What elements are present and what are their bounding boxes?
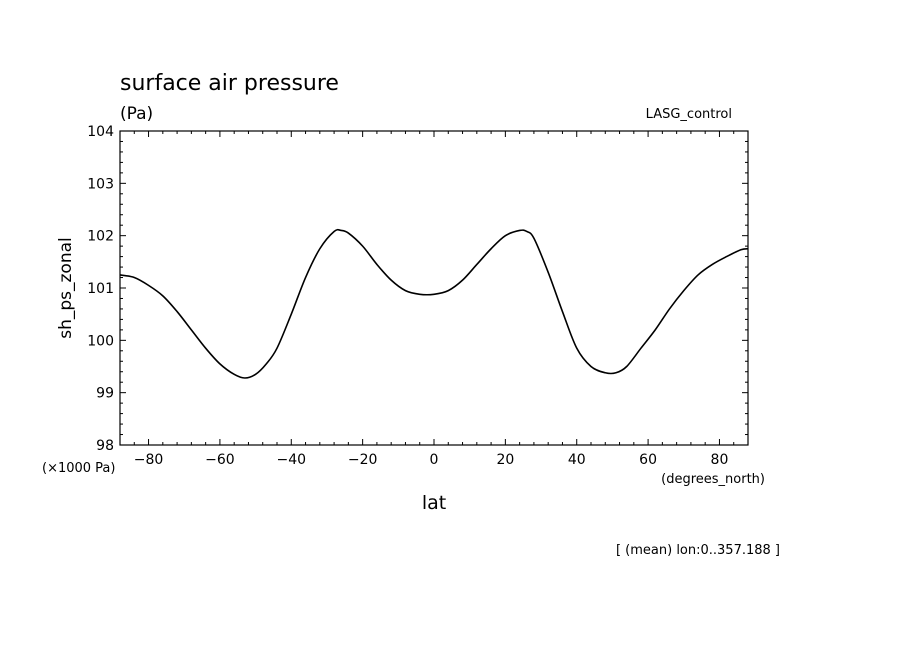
y-tick-label: 98 [96, 438, 114, 454]
y-tick-label: 102 [87, 229, 114, 245]
y-scale-note: (×1000 Pa) [42, 461, 115, 476]
y-tick-label: 99 [96, 386, 114, 402]
series-line [119, 228, 749, 379]
x-axis-ticks: −80 −60 −40 −20 0 20 40 60 80 [119, 131, 749, 468]
plot-frame [119, 130, 749, 446]
x-units: (degrees_north) [661, 472, 765, 487]
chart-title: surface air pressure [120, 71, 339, 96]
x-tick-label: 80 [711, 452, 729, 468]
y-tick-label: 101 [87, 281, 114, 297]
footnote: [ (mean) lon:0..357.188 ] [616, 543, 780, 558]
y-tick-label: 100 [87, 333, 114, 349]
x-tick-label: 20 [496, 452, 514, 468]
y-tick-label: 103 [87, 176, 114, 192]
dataset-label: LASG_control [646, 107, 732, 122]
x-tick-label: 0 [430, 452, 439, 468]
chart-units: (Pa) [120, 104, 153, 124]
x-tick-label: 60 [639, 452, 657, 468]
x-tick-label: 40 [568, 452, 586, 468]
y-tick-label: 104 [87, 124, 114, 140]
y-axis-label: sh_ps_zonal [56, 237, 76, 339]
x-tick-label: −40 [276, 452, 306, 468]
x-tick-label: −80 [134, 452, 164, 468]
y-axis-ticks: 98 99 100 101 102 103 104 [87, 124, 748, 454]
x-tick-label: −20 [348, 452, 378, 468]
x-axis-label: lat [422, 492, 446, 514]
x-tick-label: −60 [205, 452, 235, 468]
